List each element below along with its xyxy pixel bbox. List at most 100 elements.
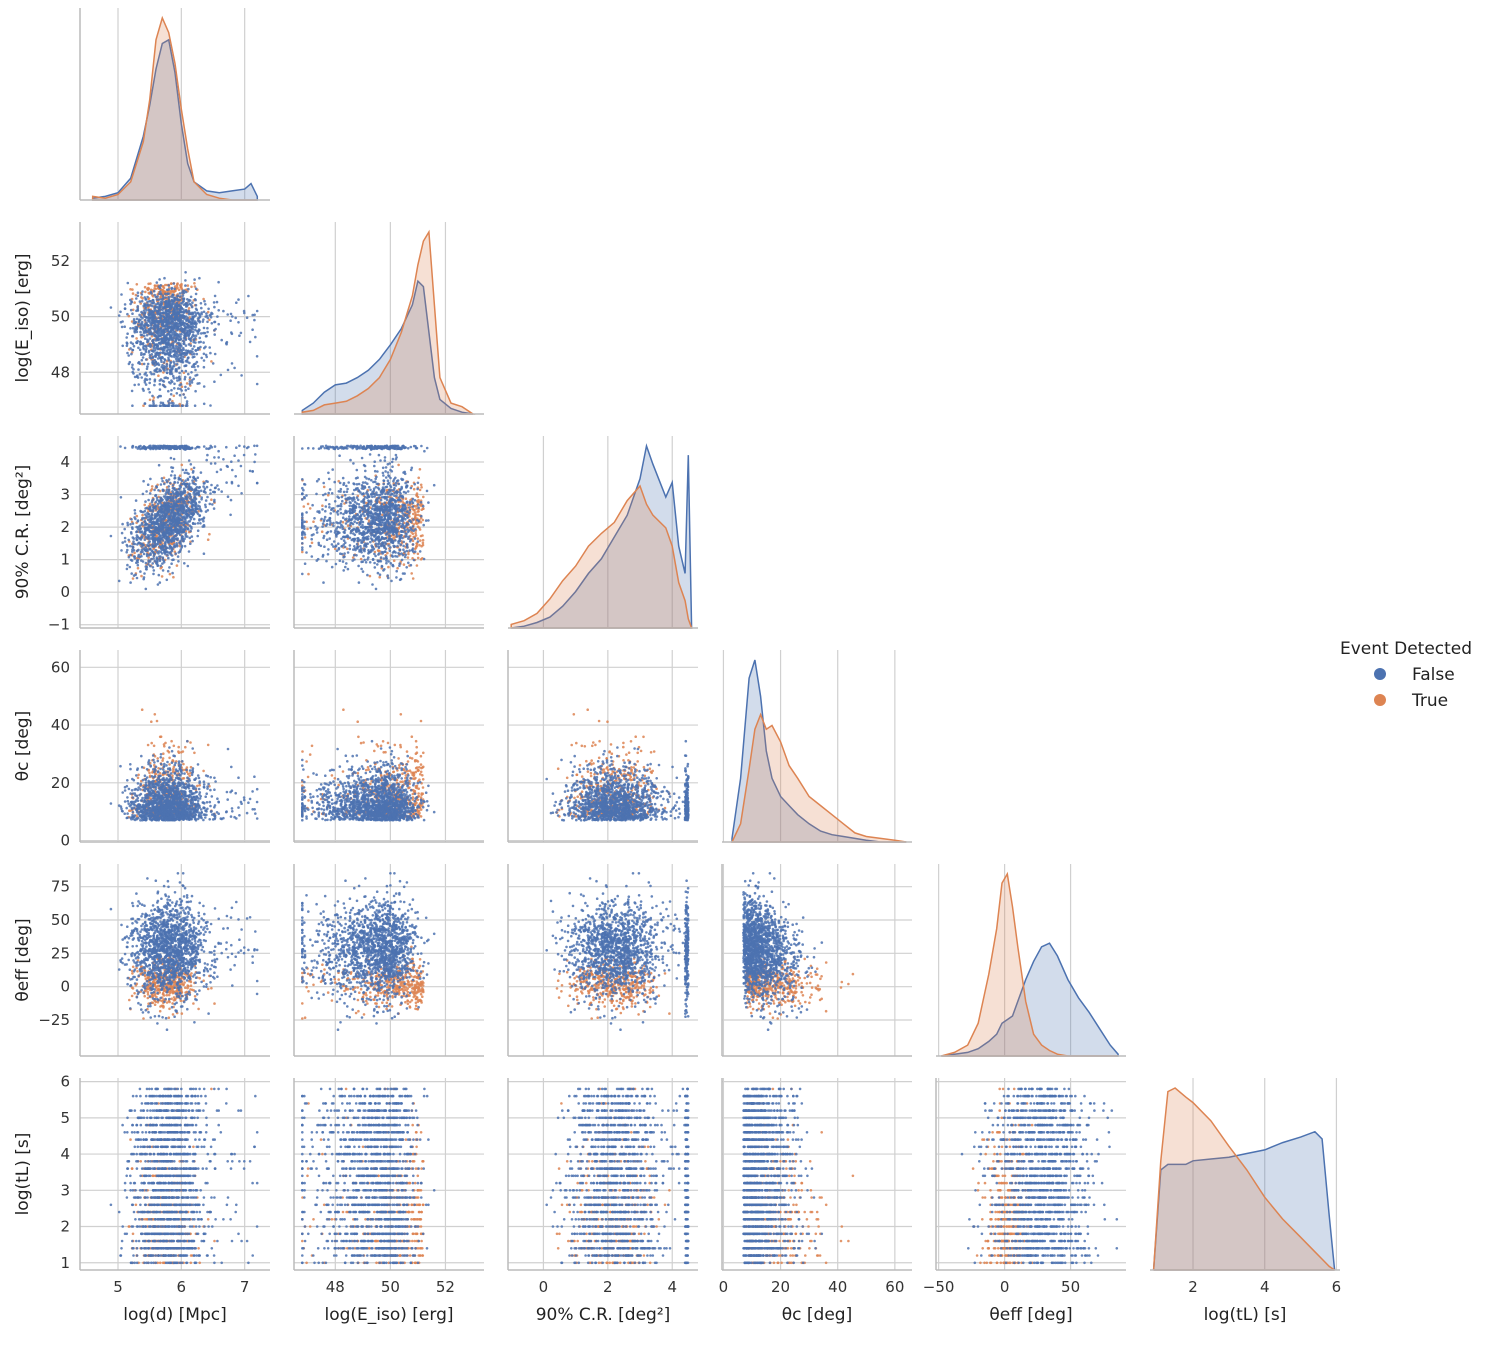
data-point	[148, 377, 152, 381]
data-point	[152, 569, 156, 572]
data-point	[153, 559, 157, 563]
data-point	[188, 376, 192, 379]
data-point	[170, 355, 174, 358]
data-point	[143, 538, 147, 541]
data-point	[184, 284, 187, 287]
data-point	[346, 551, 350, 554]
data-point	[129, 558, 133, 562]
data-point	[192, 330, 195, 334]
data-point	[307, 572, 310, 576]
data-point	[145, 347, 148, 351]
data-point	[163, 513, 167, 516]
data-point	[196, 445, 200, 449]
data-point	[190, 285, 193, 289]
data-point	[179, 447, 182, 450]
data-point	[322, 481, 326, 485]
data-point	[158, 525, 161, 528]
data-point	[230, 362, 234, 365]
data-point	[415, 545, 418, 548]
data-point	[339, 507, 342, 511]
data-point	[155, 281, 159, 284]
data-point	[200, 311, 203, 314]
data-point	[170, 502, 173, 506]
data-point	[173, 481, 176, 485]
data-point	[150, 512, 154, 516]
data-point	[149, 371, 152, 374]
data-point	[202, 352, 206, 356]
data-point	[190, 335, 194, 339]
data-point	[144, 311, 147, 314]
data-point	[238, 444, 241, 448]
data-point	[144, 377, 147, 381]
data-point	[193, 285, 197, 288]
data-point	[196, 534, 199, 538]
data-point	[159, 404, 163, 408]
data-point	[145, 321, 148, 325]
data-point	[168, 318, 171, 321]
data-point	[148, 492, 152, 495]
data-point	[146, 304, 150, 307]
data-point	[135, 341, 138, 344]
data-point	[176, 327, 179, 331]
data-point	[109, 306, 113, 309]
data-point	[162, 510, 166, 513]
data-point	[201, 320, 205, 323]
data-point	[333, 547, 337, 551]
data-point	[142, 330, 146, 333]
data-point	[165, 309, 168, 312]
data-point	[395, 576, 398, 579]
data-point	[326, 553, 330, 556]
data-point	[419, 501, 423, 504]
data-point	[187, 459, 191, 462]
data-point	[190, 488, 194, 492]
data-point	[376, 542, 380, 546]
data-point	[151, 535, 155, 539]
data-point	[189, 502, 193, 505]
data-point	[159, 296, 163, 299]
data-point	[412, 558, 416, 562]
data-point	[119, 320, 123, 324]
data-point	[379, 560, 383, 563]
data-point	[154, 326, 158, 329]
data-point	[153, 383, 156, 387]
data-point	[231, 468, 234, 472]
data-point	[178, 343, 181, 346]
data-point	[150, 516, 154, 520]
data-point	[303, 520, 306, 524]
data-point	[310, 537, 314, 541]
data-point	[169, 509, 172, 512]
data-point	[155, 309, 159, 313]
data-point	[177, 404, 180, 408]
data-point	[213, 320, 217, 324]
data-point	[145, 554, 149, 558]
data-point	[186, 284, 190, 287]
data-point	[381, 471, 385, 475]
data-point	[157, 531, 160, 535]
data-point	[182, 487, 186, 491]
data-point	[400, 558, 404, 562]
data-point	[156, 347, 160, 351]
data-point	[160, 521, 163, 524]
data-point	[327, 471, 330, 475]
data-point	[175, 504, 179, 507]
data-point	[178, 487, 182, 490]
data-point	[172, 360, 175, 364]
data-point	[162, 311, 165, 314]
data-point	[194, 479, 198, 482]
data-point	[147, 387, 150, 391]
data-point	[384, 466, 388, 469]
data-point	[184, 484, 188, 488]
data-point	[161, 479, 164, 483]
data-point	[192, 469, 195, 473]
data-point	[251, 470, 254, 473]
data-point	[336, 513, 340, 516]
data-point	[413, 505, 417, 508]
data-point	[376, 482, 380, 486]
data-point	[182, 297, 186, 301]
data-point	[384, 470, 387, 473]
data-point	[340, 537, 343, 541]
data-point	[410, 572, 414, 575]
data-point	[143, 509, 147, 513]
data-point	[328, 537, 332, 540]
data-point	[186, 527, 190, 530]
